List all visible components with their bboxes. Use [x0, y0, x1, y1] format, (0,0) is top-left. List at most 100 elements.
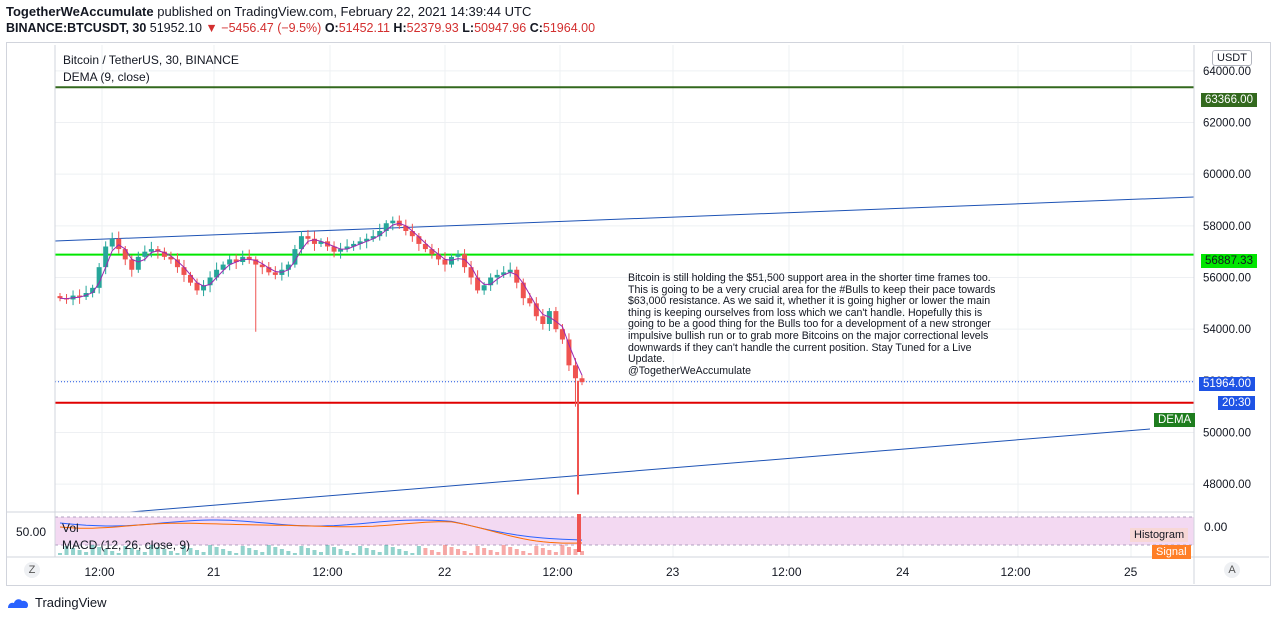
volume-bar [155, 547, 160, 555]
volume-bar [534, 546, 539, 555]
grid-lines [55, 45, 1194, 557]
candle-body [566, 339, 572, 366]
currency-button[interactable]: USDT [1212, 50, 1252, 66]
volume-bar [279, 549, 284, 555]
volume-bar [129, 548, 134, 555]
volume-bar [97, 547, 102, 555]
symbol-label: BINANCE:BTCUSDT, 30 [6, 21, 147, 35]
volume-bar [71, 548, 76, 555]
volume-bar [90, 545, 95, 555]
candle-body [351, 243, 357, 247]
candle-body [540, 316, 546, 324]
volume-bar [260, 552, 265, 555]
volume-bar [136, 550, 141, 555]
y-tick-label: 60000.00 [1203, 169, 1251, 181]
volume-bar [240, 546, 245, 555]
published-text: published on TradingView.com, February 2… [157, 4, 532, 19]
candle-body [311, 238, 317, 244]
volume-bar [390, 547, 395, 555]
volume-bar [253, 550, 258, 555]
volume-bar [358, 546, 363, 555]
volume-bar [501, 545, 506, 555]
cloud-icon [8, 598, 28, 608]
high-value: 52379.93 [406, 21, 459, 35]
candle-body [422, 243, 428, 250]
volume-bar [449, 547, 454, 555]
open-value: 51452.11 [338, 21, 390, 35]
volume-bar [234, 553, 239, 555]
candle-body [109, 238, 115, 247]
candle-body [188, 274, 193, 283]
volume-label[interactable]: Vol [62, 521, 79, 535]
tradingview-brand: TradingView [35, 595, 107, 610]
volume-bar [566, 547, 571, 555]
volume-bar [573, 549, 578, 555]
volume-bar [436, 552, 441, 555]
macd-histogram-spike [577, 514, 581, 552]
candle-body [403, 225, 409, 231]
volume-bar [429, 550, 434, 555]
volume-bar [149, 545, 154, 555]
candle-body [298, 236, 304, 250]
volume-bar [514, 549, 519, 555]
annotation-signature: @TogetherWeAccumulate [628, 364, 752, 377]
volume-bar [377, 552, 382, 555]
resistance-price-tag: 63366.00 [1201, 93, 1257, 107]
candle-body [305, 236, 311, 239]
x-tick-label: 23 [666, 565, 680, 579]
candle-body [579, 378, 585, 383]
volume-bar [201, 552, 206, 555]
volume-scale-value: 50.00 [16, 525, 47, 539]
tradingview-logo[interactable]: TradingView [6, 595, 107, 610]
volume-bar [227, 551, 232, 555]
macd-label[interactable]: MACD (12, 26, close, 9) [62, 538, 191, 552]
volume-bar [338, 549, 343, 555]
zoom-z-button[interactable]: Z [24, 562, 40, 578]
volume-bar [547, 550, 552, 555]
candle-body [514, 269, 520, 283]
upper_channel-trendline [54, 196, 1195, 242]
volume-bar [508, 547, 513, 555]
volume-bar [462, 551, 467, 555]
publisher-line: TogetherWeAccumulate published on Tradin… [6, 4, 531, 19]
candle-body [501, 272, 507, 275]
x-tick-label: 22 [438, 565, 452, 579]
candle-body [520, 282, 526, 299]
high-label: H: [393, 21, 407, 35]
axes: 48000.0050000.0052000.0054000.0056000.00… [6, 45, 1269, 584]
x-tick-label: 12:00 [772, 565, 802, 579]
candle-body [129, 259, 135, 270]
volume-bar [266, 545, 271, 555]
countdown-tag: 20:30 [1218, 396, 1255, 410]
histogram-tag: Histogram [1130, 528, 1189, 542]
publisher-name[interactable]: TogetherWeAccumulate [6, 4, 154, 19]
candle-body [390, 220, 396, 224]
volume-bar [364, 548, 369, 555]
x-tick-label: 12:00 [1001, 565, 1031, 579]
candle-body [253, 259, 259, 265]
candle-body [116, 238, 122, 250]
auto-scale-button[interactable]: A [1224, 562, 1240, 578]
candle-body [494, 274, 500, 278]
chart-frame [6, 42, 1271, 586]
candle-body [122, 249, 128, 260]
candle-body [266, 267, 272, 273]
annotation-text: Bitcoin is still holding the $51,500 sup… [628, 272, 996, 366]
indicator-legend[interactable]: DEMA (9, close) [63, 70, 150, 84]
open-label: O: [324, 21, 339, 35]
dema-line [59, 222, 583, 376]
signal-tag: Signal [1152, 545, 1191, 559]
volume-bar [560, 545, 565, 555]
volume-bar [221, 549, 226, 555]
macd-background [55, 517, 1194, 545]
volume-bar [403, 551, 408, 555]
x-tick-label: 21 [207, 565, 221, 579]
candle-body [533, 303, 539, 317]
annotation-note[interactable]: Bitcoin is still holding the $51,500 sup… [628, 272, 1000, 377]
candle-body [344, 246, 350, 250]
volume-bar [482, 548, 487, 555]
volume-bar [495, 552, 500, 555]
candle-body [246, 256, 252, 260]
y-tick-label: 62000.00 [1203, 118, 1251, 130]
